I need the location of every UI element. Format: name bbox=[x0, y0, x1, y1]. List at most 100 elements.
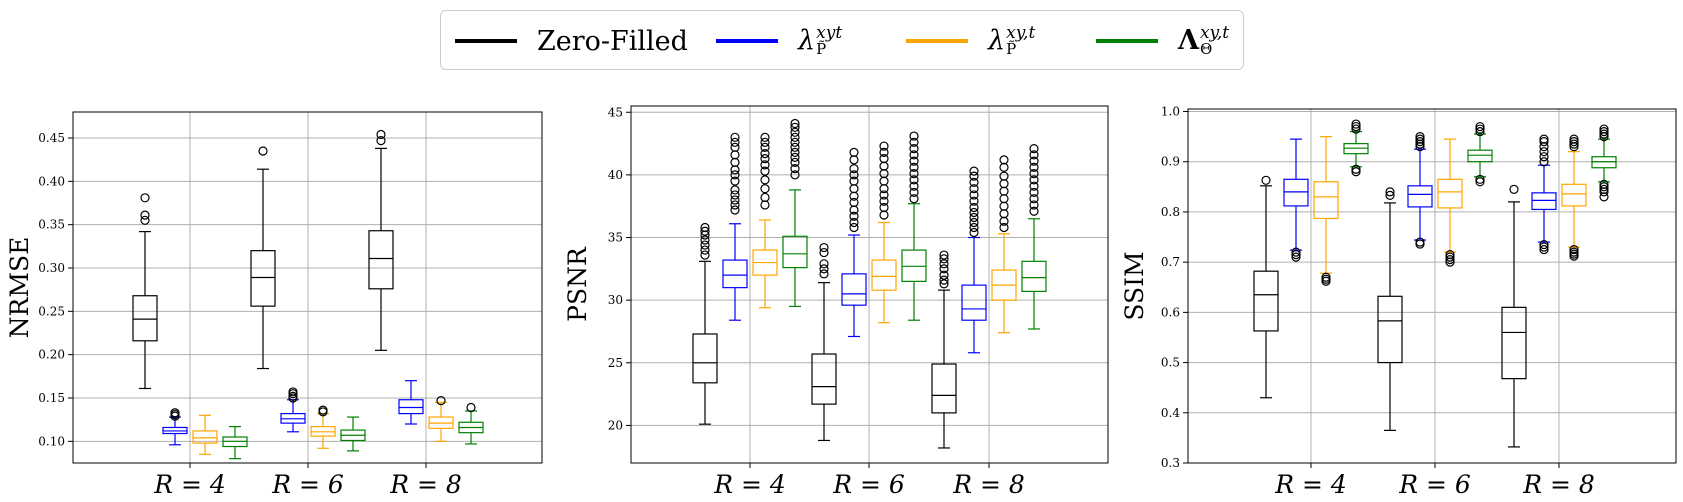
box-1-0 bbox=[722, 132, 748, 321]
outlier-point bbox=[1415, 137, 1425, 147]
box-iqr bbox=[692, 333, 718, 384]
box-iqr bbox=[722, 259, 748, 289]
outlier-point bbox=[790, 127, 800, 137]
outlier-point bbox=[819, 247, 829, 258]
outlier-point bbox=[969, 184, 979, 194]
legend-label-0: Zero-Filled bbox=[537, 25, 688, 57]
y-axis-label: PSNR bbox=[563, 246, 592, 322]
outlier-point bbox=[1385, 187, 1395, 197]
outlier-point bbox=[1321, 272, 1331, 282]
outlier-point bbox=[819, 242, 829, 253]
outlier-point bbox=[1539, 242, 1549, 252]
outlier-point bbox=[760, 132, 770, 142]
outlier-point bbox=[760, 166, 770, 176]
outlier-point bbox=[1029, 156, 1039, 166]
outlier-point bbox=[790, 157, 800, 167]
box-3-1 bbox=[901, 131, 927, 321]
outlier-point bbox=[849, 176, 859, 186]
box-0-1 bbox=[250, 146, 276, 370]
outlier-point bbox=[879, 176, 889, 186]
outlier-point bbox=[909, 194, 919, 204]
box-2-0 bbox=[752, 132, 778, 309]
outlier-point bbox=[849, 184, 859, 194]
outlier-point bbox=[1599, 182, 1609, 192]
outlier-point bbox=[730, 185, 740, 195]
box-iqr bbox=[1283, 178, 1309, 207]
outlier-point bbox=[1475, 121, 1485, 132]
box-1-2 bbox=[1531, 134, 1557, 255]
box-iqr bbox=[192, 430, 218, 444]
outlier-point bbox=[1029, 200, 1039, 210]
box-0-0 bbox=[1253, 175, 1279, 399]
box-1-2 bbox=[398, 380, 424, 425]
tick-label-y: 0.10 bbox=[38, 434, 65, 448]
box-3-1 bbox=[340, 416, 366, 452]
y-axis-label: NRMSE bbox=[5, 237, 34, 339]
legend-line-1 bbox=[716, 39, 778, 43]
outlier-point bbox=[1029, 194, 1039, 204]
outlier-point bbox=[730, 170, 740, 180]
outlier-point bbox=[790, 132, 800, 142]
outlier-point bbox=[969, 166, 979, 176]
box-iqr bbox=[961, 284, 987, 321]
outlier-point bbox=[1569, 137, 1579, 147]
box-3-2 bbox=[458, 402, 484, 445]
outlier-point bbox=[909, 187, 919, 198]
outlier-point bbox=[909, 156, 919, 166]
outlier-point bbox=[700, 235, 710, 245]
tick-label-y: 25 bbox=[608, 356, 623, 370]
outlier-point bbox=[1029, 162, 1039, 172]
outlier-point bbox=[999, 194, 1009, 204]
box-2-2 bbox=[991, 155, 1017, 334]
outlier-point bbox=[909, 175, 919, 185]
box-iqr bbox=[841, 273, 867, 306]
box-iqr bbox=[931, 363, 957, 414]
outlier-point bbox=[1029, 206, 1039, 216]
legend-item-1: λ xyt P̃ bbox=[716, 11, 842, 71]
legend-item-2: λ xy,t P̃ bbox=[906, 11, 1035, 71]
outlier-point bbox=[999, 179, 1009, 189]
outlier-point bbox=[969, 171, 979, 181]
box-3-0 bbox=[222, 426, 248, 460]
outlier-point bbox=[376, 129, 386, 140]
box-1-0 bbox=[1283, 138, 1309, 262]
chart-nrmse: 0.10 0.15 0.20 0.25 0.30 0.35 0.40 0.45 R = 4 R =… bbox=[5, 111, 543, 499]
outlier-point bbox=[939, 275, 949, 285]
outlier-point bbox=[1291, 247, 1301, 257]
outlier-point bbox=[999, 162, 1009, 172]
outlier-point bbox=[790, 137, 800, 147]
box-iqr bbox=[398, 399, 424, 415]
outlier-point bbox=[730, 190, 740, 200]
box-iqr bbox=[250, 250, 276, 307]
outlier-point bbox=[1291, 252, 1301, 262]
outlier-point bbox=[909, 143, 919, 154]
outlier-point bbox=[760, 160, 770, 170]
box-0-0 bbox=[132, 193, 158, 390]
tick-label-y: 35 bbox=[608, 231, 623, 245]
outlier-point bbox=[969, 207, 979, 218]
outlier-point bbox=[1029, 175, 1039, 185]
outlier-point bbox=[999, 186, 1009, 196]
outlier-point bbox=[819, 269, 829, 279]
chart-ssim: 0.3 0.4 0.5 0.6 0.7 0.8 0.9 1.0 R = 4 R = 6 R = 8 S… bbox=[1120, 105, 1677, 499]
outlier-point bbox=[1599, 184, 1609, 194]
outlier-point bbox=[1385, 190, 1395, 200]
outlier-point bbox=[1539, 147, 1549, 157]
box-2-0 bbox=[1313, 136, 1339, 286]
outlier-point bbox=[909, 131, 919, 141]
box-2-0 bbox=[192, 414, 218, 455]
tick-label-y: 0.7 bbox=[1161, 255, 1180, 269]
outlier-point bbox=[1029, 150, 1039, 160]
outlier-point bbox=[288, 391, 298, 401]
outlier-point bbox=[730, 195, 740, 205]
outlier-point bbox=[879, 161, 889, 171]
outlier-point bbox=[879, 202, 889, 213]
outlier-point bbox=[1291, 250, 1301, 260]
outlier-point bbox=[969, 190, 979, 200]
outlier-point bbox=[1415, 132, 1425, 142]
outlier-point bbox=[730, 142, 740, 152]
outlier-point bbox=[1445, 255, 1455, 265]
tick-label-y: 0.40 bbox=[38, 174, 65, 188]
tick-label-x: R = 8 bbox=[952, 470, 1025, 499]
